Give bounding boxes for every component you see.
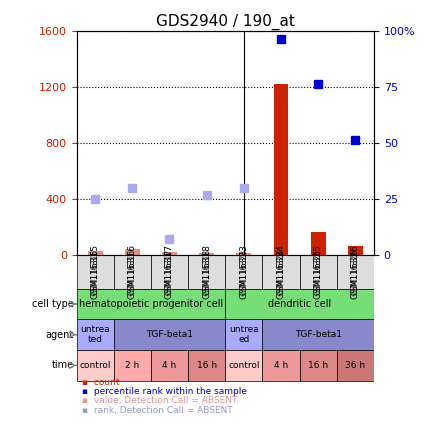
FancyBboxPatch shape [337, 350, 374, 381]
Text: ▪  count: ▪ count [82, 378, 120, 387]
Text: GSM116318: GSM116318 [202, 249, 211, 295]
FancyBboxPatch shape [225, 255, 262, 289]
Text: ▪  value, Detection Call = ABSENT: ▪ value, Detection Call = ABSENT [82, 396, 238, 405]
Text: hematopoietic progenitor cell: hematopoietic progenitor cell [79, 299, 223, 309]
Text: control: control [228, 361, 260, 370]
Text: GSM116317: GSM116317 [165, 249, 174, 295]
FancyBboxPatch shape [151, 350, 188, 381]
Bar [125, 249, 140, 255]
FancyBboxPatch shape [113, 350, 151, 381]
Text: GSM116325: GSM116325 [314, 249, 323, 295]
Text: GSM116326: GSM116326 [351, 244, 360, 299]
Text: TGF-beta1: TGF-beta1 [146, 330, 193, 339]
FancyBboxPatch shape [113, 255, 151, 289]
Text: TGF-beta1: TGF-beta1 [295, 330, 342, 339]
Text: 2 h: 2 h [125, 361, 139, 370]
Text: GSM116324: GSM116324 [277, 249, 286, 295]
FancyBboxPatch shape [76, 289, 225, 319]
FancyBboxPatch shape [225, 350, 262, 381]
Text: GSM116315: GSM116315 [91, 244, 99, 299]
Bar [236, 254, 251, 255]
Bar [274, 84, 289, 255]
Text: ▪  rank, Detection Call = ABSENT: ▪ rank, Detection Call = ABSENT [82, 405, 233, 415]
Text: GSM116315: GSM116315 [91, 249, 99, 295]
Bar [311, 232, 326, 255]
Bar [348, 246, 363, 255]
Text: GSM116316: GSM116316 [128, 244, 137, 299]
FancyBboxPatch shape [188, 255, 225, 289]
Title: GDS2940 / 190_at: GDS2940 / 190_at [156, 13, 295, 30]
Text: GSM116323: GSM116323 [239, 249, 248, 295]
FancyBboxPatch shape [113, 319, 225, 350]
FancyBboxPatch shape [337, 255, 374, 289]
FancyBboxPatch shape [262, 319, 374, 350]
Text: agent: agent [45, 330, 74, 340]
FancyBboxPatch shape [225, 289, 374, 319]
Text: GSM116318: GSM116318 [202, 244, 211, 299]
FancyBboxPatch shape [300, 350, 337, 381]
Text: GSM116323: GSM116323 [239, 244, 248, 299]
FancyBboxPatch shape [225, 319, 262, 350]
FancyBboxPatch shape [262, 350, 300, 381]
Text: 16 h: 16 h [197, 361, 217, 370]
FancyBboxPatch shape [76, 255, 113, 289]
Text: ▪  percentile rank within the sample: ▪ percentile rank within the sample [82, 387, 247, 396]
Bar [162, 252, 177, 255]
Text: GSM116324: GSM116324 [277, 244, 286, 299]
Text: untrea
ted: untrea ted [80, 325, 110, 345]
Text: GSM116326: GSM116326 [351, 249, 360, 295]
Text: dendritic cell: dendritic cell [268, 299, 331, 309]
Text: 4 h: 4 h [162, 361, 177, 370]
FancyBboxPatch shape [300, 255, 337, 289]
Text: GSM116316: GSM116316 [128, 249, 137, 295]
Text: 36 h: 36 h [346, 361, 366, 370]
Text: GSM116325: GSM116325 [314, 244, 323, 299]
Text: untrea
ed: untrea ed [229, 325, 259, 345]
Text: 4 h: 4 h [274, 361, 288, 370]
FancyBboxPatch shape [151, 255, 188, 289]
Text: cell type: cell type [31, 299, 74, 309]
Text: control: control [79, 361, 111, 370]
FancyBboxPatch shape [76, 350, 113, 381]
Text: time: time [51, 361, 74, 370]
FancyBboxPatch shape [262, 255, 300, 289]
FancyBboxPatch shape [188, 350, 225, 381]
FancyBboxPatch shape [76, 319, 113, 350]
Text: 16 h: 16 h [308, 361, 328, 370]
Bar [88, 250, 102, 255]
Text: GSM116317: GSM116317 [165, 244, 174, 299]
Bar [199, 254, 214, 255]
